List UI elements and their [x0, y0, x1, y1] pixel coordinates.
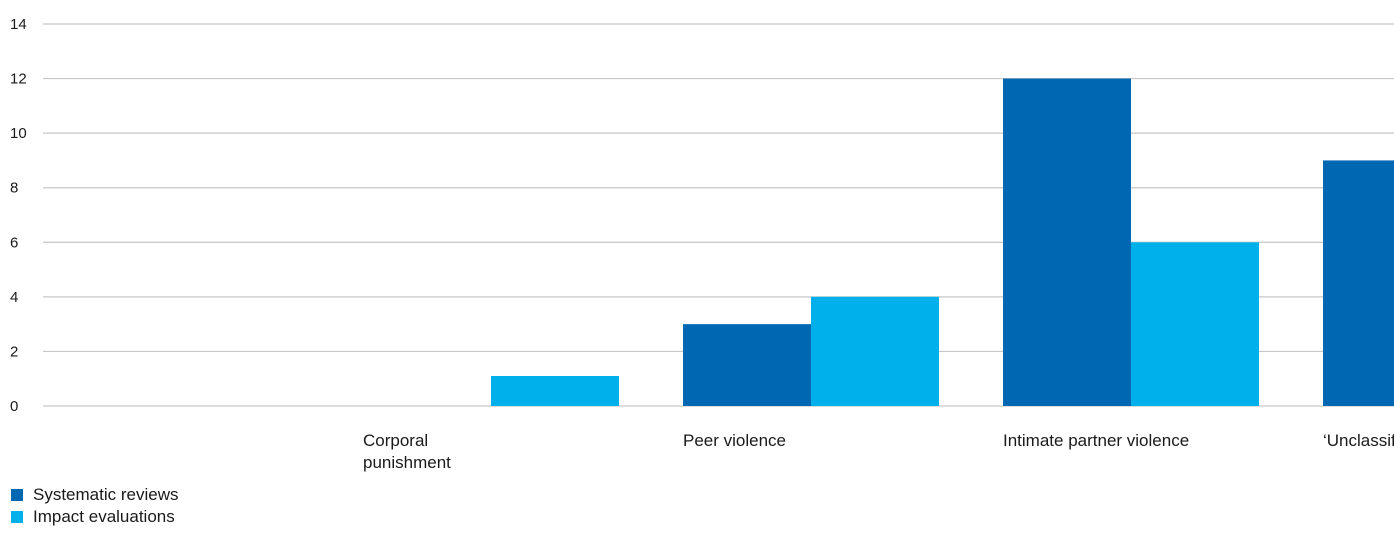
category-label: ‘Unclassified’ category: [1323, 431, 1394, 450]
category-label: Corporal punishment: [363, 431, 451, 472]
y-axis-ticks: 0 2 4 6 8 10 12 14: [10, 16, 27, 415]
y-tick-label: 2: [10, 343, 18, 360]
y-tick-label: 10: [10, 125, 27, 142]
y-tick-label: 0: [10, 398, 18, 415]
bar-impact-evaluations: [491, 375, 619, 406]
gridlines: [43, 23, 1394, 407]
y-tick-label: 8: [10, 180, 18, 197]
x-axis-labels: Corporal punishment Peer violence Intimate …: [363, 431, 1394, 472]
category-label: Intimate partner violence: [1003, 431, 1189, 450]
bars: [491, 78, 1394, 407]
y-tick-label: 14: [10, 16, 27, 33]
legend-label: Impact evaluations: [33, 507, 175, 526]
bar-impact-evaluations: [811, 296, 939, 406]
category-label: Peer violence: [683, 431, 786, 450]
y-tick-label: 6: [10, 234, 18, 251]
bar-impact-evaluations: [1131, 242, 1259, 406]
legend-swatch: [11, 511, 23, 523]
y-tick-label: 4: [10, 289, 18, 306]
legend: Systematic reviews Impact evaluations: [11, 485, 178, 526]
bar-systematic-reviews: [1003, 78, 1131, 407]
bar-systematic-reviews: [1323, 160, 1394, 406]
legend-label: Systematic reviews: [33, 485, 178, 504]
legend-swatch: [11, 489, 23, 501]
bar-systematic-reviews: [683, 324, 811, 406]
y-tick-label: 12: [10, 71, 27, 88]
